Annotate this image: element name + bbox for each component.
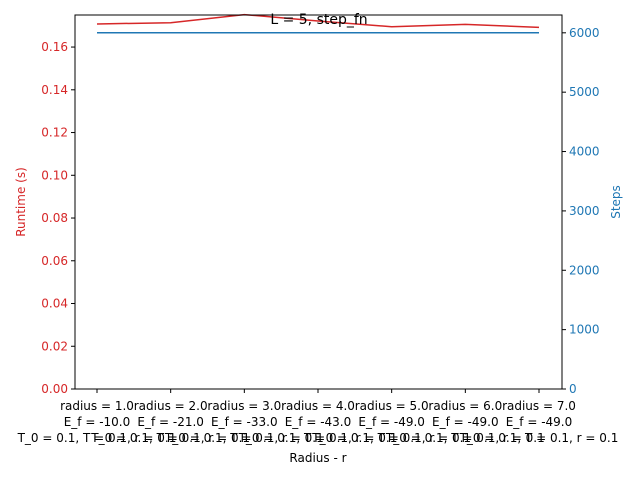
y-right-tick-label: 6000 xyxy=(569,26,600,40)
x-tick-label: T_0 = 0.1, T = 0.1, r = 0.1 xyxy=(238,431,398,445)
y-left-tick-label: 0.04 xyxy=(41,297,68,311)
x-tick-label: radius = 7.0 xyxy=(502,399,576,413)
y-right-tick-label: 5000 xyxy=(569,85,600,99)
x-tick-label: E_f = -43.0 xyxy=(285,415,352,429)
chart-title: L = 5, step_fn xyxy=(270,12,367,28)
y-left-tick-label: 0.08 xyxy=(41,211,68,225)
y-left-tick-label: 0.06 xyxy=(41,254,68,268)
x-tick-label: T_0 = 0.1, T = 0.1, r = 0.1 xyxy=(311,431,471,445)
y-right-tick-label: 1000 xyxy=(569,323,600,337)
y-left-tick-label: 0.14 xyxy=(41,83,68,97)
x-tick-label: E_f = -21.0 xyxy=(137,415,204,429)
y-left-tick-label: 0.02 xyxy=(41,339,68,353)
x-tick-label: radius = 2.0 xyxy=(134,399,208,413)
y-left-tick-label: 0.12 xyxy=(41,126,68,140)
y-right-tick-label: 2000 xyxy=(569,263,600,277)
y-axis-left-label: Runtime (s) xyxy=(14,167,28,237)
x-tick-label: E_f = -49.0 xyxy=(506,415,573,429)
plot-area xyxy=(96,13,540,34)
y-axis-right-label: Steps xyxy=(609,185,623,219)
x-tick-label: T_0 = 0.1, T = 0.1, r = 0.1 xyxy=(459,431,619,445)
x-tick-label: radius = 3.0 xyxy=(207,399,281,413)
y-left-tick-label: 0.16 xyxy=(41,40,68,54)
x-tick-label: T_0 = 0.1, T = 0.1, r = 0.1 xyxy=(17,431,177,445)
x-tick-label: E_f = -10.0 xyxy=(64,415,131,429)
x-tick-label: T_0 = 0.1, T = 0.1, r = 0.1 xyxy=(164,431,324,445)
x-tick-label: radius = 6.0 xyxy=(428,399,502,413)
y-right-tick-label: 3000 xyxy=(569,204,600,218)
x-tick-label: radius = 4.0 xyxy=(281,399,355,413)
x-tick-label: radius = 1.0 xyxy=(60,399,134,413)
y-right-tick-label: 0 xyxy=(569,382,577,396)
x-axis-label: Radius - r xyxy=(289,451,346,465)
x-tick-label: E_f = -49.0 xyxy=(358,415,425,429)
y-left-tick-label: 0.10 xyxy=(41,168,68,182)
y-left-tick-label: 0.00 xyxy=(41,382,68,396)
x-tick-label: T_0 = 0.1, T = 0.1, r = 0.1 xyxy=(90,431,250,445)
y-right-tick-label: 4000 xyxy=(569,145,600,159)
x-tick-label: T_0 = 0.1, T = 0.1, r = 0.1 xyxy=(385,431,545,445)
x-tick-label: E_f = -49.0 xyxy=(432,415,499,429)
x-tick-label: radius = 5.0 xyxy=(355,399,429,413)
x-tick-label: E_f = -33.0 xyxy=(211,415,278,429)
